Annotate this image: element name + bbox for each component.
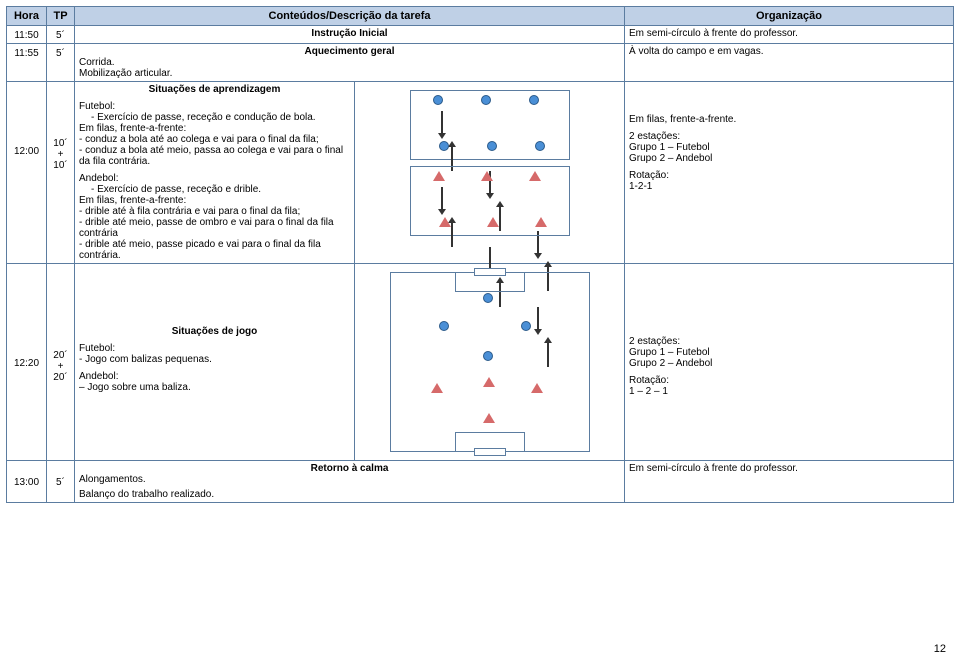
sec-aquecimento: Aquecimento geral: [79, 46, 620, 57]
r3-tpplus: +: [51, 149, 70, 160]
r4-and-l1: – Jogo sobre uma baliza.: [79, 382, 350, 393]
r4-tpplus: +: [51, 361, 70, 372]
r3-diagram: [355, 82, 625, 264]
r4-and-t: Andebol:: [79, 371, 350, 382]
goal-area-top: [455, 272, 525, 292]
r3-and-l2: Em filas, frente-a-frente:: [79, 195, 350, 206]
r3-fut-l3: - conduz a bola até ao colega e vai para…: [79, 134, 350, 145]
r3-and-l5: - drible até meio, passe picado e vai pa…: [79, 239, 350, 261]
th-org: Organização: [625, 7, 954, 26]
row-1220: 12:20 20´ + 20´ Situações de jogo Futebo…: [7, 264, 954, 461]
r3-hora: 12:00: [7, 82, 47, 264]
drill-diagram-1: [410, 90, 570, 160]
r3-org: Em filas, frente-a-frente. 2 estações: G…: [625, 82, 954, 264]
r3-hora-val: 12:00: [11, 146, 42, 157]
r5-c1: Alongamentos.: [79, 474, 620, 485]
r2-content: Aquecimento geral Corrida. Mobilização a…: [75, 44, 625, 82]
r4-content: Situações de jogo Futebol: - Jogo com ba…: [75, 264, 355, 461]
lesson-plan-table: Hora TP Conteúdos/Descrição da tarefa Or…: [6, 6, 954, 503]
header-row: Hora TP Conteúdos/Descrição da tarefa Or…: [7, 7, 954, 26]
r2-c2: Mobilização articular.: [79, 68, 620, 79]
row-1150: 11:50 5´ Instrução Inicial Em semi-círcu…: [7, 26, 954, 44]
th-tp: TP: [47, 7, 75, 26]
r3-org4: Grupo 2 – Andebol: [629, 153, 949, 164]
game-field: [390, 272, 590, 452]
drill-diagram-2: [410, 166, 570, 236]
r3-org1: Em filas, frente-a-frente.: [629, 114, 949, 125]
r3-fut-t: Futebol:: [79, 101, 350, 112]
r3-and-l4: - drible até meio, passe de ombro e vai …: [79, 217, 350, 239]
page-number: 12: [934, 643, 946, 655]
r3-fut-l2: Em filas, frente-a-frente:: [79, 123, 350, 134]
r4-hora: 12:20: [7, 264, 47, 461]
sec-retorno: Retorno à calma: [79, 463, 620, 474]
r3-and-l3: - drible até à fila contrária e vai para…: [79, 206, 350, 217]
r4-org1: 2 estações:: [629, 336, 949, 347]
r4-org3: Grupo 2 – Andebol: [629, 358, 949, 369]
r5-hora: 13:00: [7, 461, 47, 503]
sec-instrucao: Instrução Inicial: [79, 28, 620, 39]
sec-situacoes-jogo: Situações de jogo: [79, 326, 350, 337]
r3-content: Situações de aprendizagem Futebol: - Exe…: [75, 82, 355, 264]
r5-org: Em semi-círculo à frente do professor.: [625, 461, 954, 503]
r1-content: Instrução Inicial: [75, 26, 625, 44]
th-hora: Hora: [7, 7, 47, 26]
r3-org6: 1-2-1: [629, 181, 949, 192]
r3-fut-l4: - conduz a bola até meio, passa ao coleg…: [79, 145, 350, 167]
r3-tp: 10´ + 10´: [47, 82, 75, 264]
r2-hora: 11:55: [7, 44, 47, 82]
r2-org: À volta do campo e em vagas.: [625, 44, 954, 82]
goal-bottom: [474, 448, 506, 456]
r5-c2: Balanço do trabalho realizado.: [79, 489, 620, 500]
r3-fut-l1: - Exercício de passe, receção e condução…: [79, 112, 350, 123]
r4-org2: Grupo 1 – Futebol: [629, 347, 949, 358]
r5-content: Retorno à calma Alongamentos. Balanço do…: [75, 461, 625, 503]
r2-c1: Corrida.: [79, 57, 620, 68]
r4-fut-t: Futebol:: [79, 343, 350, 354]
r5-tp-val: 5´: [51, 477, 70, 488]
r3-tp2: 10´: [51, 160, 70, 171]
th-content: Conteúdos/Descrição da tarefa: [75, 7, 625, 26]
r3-org5: Rotação:: [629, 170, 949, 181]
sec-situacoes-ap: Situações de aprendizagem: [79, 84, 350, 95]
r4-tp2: 20´: [51, 372, 70, 383]
r5-hora-val: 13:00: [11, 477, 42, 488]
r4-hora-val: 12:20: [11, 358, 42, 369]
r1-tp: 5´: [47, 26, 75, 44]
row-1200: 12:00 10´ + 10´ Situações de aprendizage…: [7, 82, 954, 264]
r1-hora: 11:50: [7, 26, 47, 44]
r3-and-t: Andebol:: [79, 173, 350, 184]
r4-org: 2 estações: Grupo 1 – Futebol Grupo 2 – …: [625, 264, 954, 461]
r3-tp1: 10´: [51, 138, 70, 149]
r2-tp: 5´: [47, 44, 75, 82]
r4-diagram: [355, 264, 625, 461]
r3-and-l1: - Exercício de passe, receção e drible.: [79, 184, 350, 195]
r4-tp1: 20´: [51, 350, 70, 361]
r3-org3: Grupo 1 – Futebol: [629, 142, 949, 153]
r1-org: Em semi-círculo à frente do professor.: [625, 26, 954, 44]
row-1300: 13:00 5´ Retorno à calma Alongamentos. B…: [7, 461, 954, 503]
r4-tp: 20´ + 20´: [47, 264, 75, 461]
r5-tp: 5´: [47, 461, 75, 503]
r4-fut-l1: - Jogo com balizas pequenas.: [79, 354, 350, 365]
r4-org5: 1 – 2 – 1: [629, 386, 949, 397]
r3-org2: 2 estações:: [629, 131, 949, 142]
r4-org4: Rotação:: [629, 375, 949, 386]
row-1155: 11:55 5´ Aquecimento geral Corrida. Mobi…: [7, 44, 954, 82]
